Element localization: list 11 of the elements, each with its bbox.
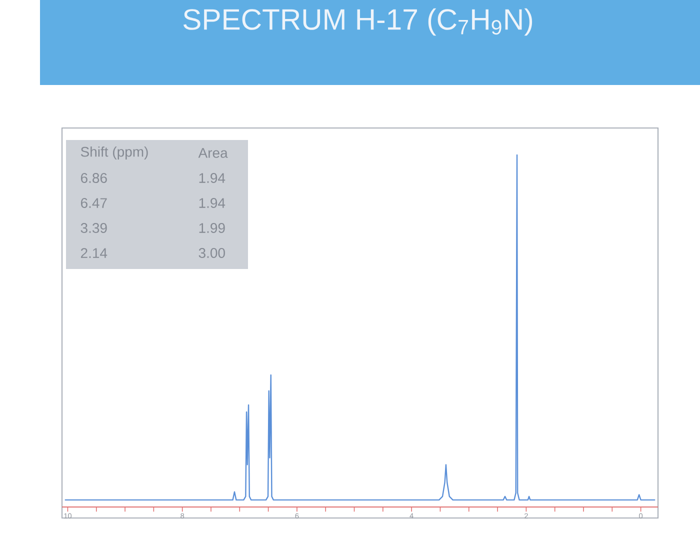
annotation: 3.39 [80, 223, 107, 233]
annotation: 2.14 [80, 248, 108, 258]
annotation: Shift (ppm) [80, 146, 148, 160]
annotation: 3.00 [198, 248, 225, 258]
annotation: Area [198, 148, 228, 158]
annotation: 1.94 [199, 173, 226, 183]
annotation: 6.86 [80, 173, 107, 183]
chart-title: SPECTRUM H-17 (C$_{7}$H$_{9}$N) [183, 8, 532, 36]
annotation: 1.94 [199, 198, 226, 208]
annotation: 1.99 [199, 223, 225, 233]
annotation: 6.47 [80, 198, 107, 208]
